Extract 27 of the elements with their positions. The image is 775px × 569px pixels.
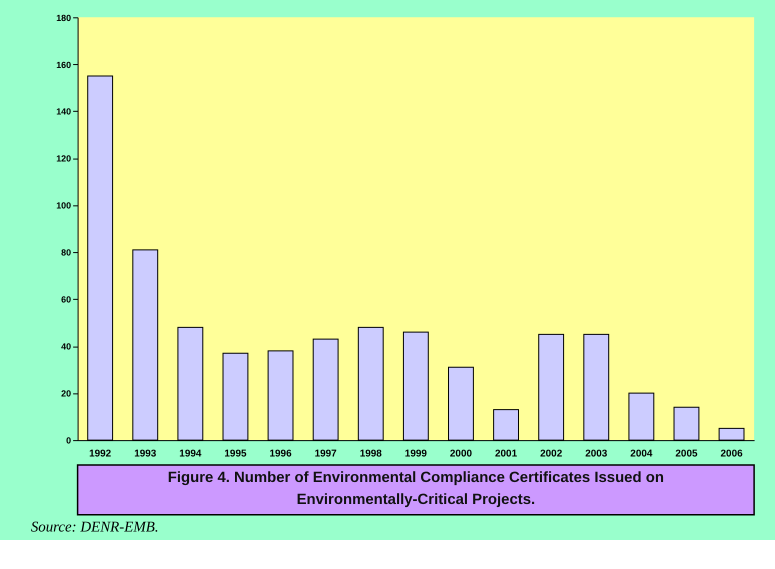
x-tick-label: 2003 bbox=[585, 448, 608, 460]
x-tick-label: 1998 bbox=[360, 448, 382, 460]
y-tick-label: 0 bbox=[66, 436, 72, 446]
x-tick-label: 2000 bbox=[450, 448, 472, 460]
x-tick-label: 1995 bbox=[224, 448, 247, 460]
x-tick-label: 1997 bbox=[314, 448, 338, 460]
x-tick-label: 1993 bbox=[134, 448, 157, 460]
y-tick-label: 120 bbox=[56, 154, 72, 164]
x-tick-label: 1999 bbox=[404, 448, 428, 460]
x-tick-label: 2002 bbox=[540, 448, 563, 460]
x-tick-label: 2006 bbox=[720, 448, 744, 460]
y-tick-label: 80 bbox=[61, 248, 72, 258]
y-tick-label: 60 bbox=[61, 294, 72, 305]
y-tick-label: 100 bbox=[56, 200, 72, 211]
x-tick-label: 1992 bbox=[89, 448, 112, 460]
y-tick-label: 180 bbox=[56, 12, 72, 23]
x-tick-label: 2001 bbox=[495, 448, 518, 460]
text: Figure 4. Number of Environmental Compliance Certificates Issued on Environmentally-Critical Projects. bbox=[168, 468, 664, 508]
x-tick-label: 2004 bbox=[630, 448, 653, 460]
y-tick-label: 20 bbox=[61, 388, 72, 399]
x-tick-label: 1994 bbox=[179, 448, 202, 460]
y-tick-label: 40 bbox=[61, 342, 72, 352]
y-tick-label: 160 bbox=[56, 60, 72, 70]
y-tick-label: 140 bbox=[56, 106, 72, 117]
x-tick-label: 1996 bbox=[269, 448, 292, 460]
x-tick-label: 2005 bbox=[675, 448, 698, 460]
source-note: Source: DENR-EMB. bbox=[30, 519, 159, 536]
